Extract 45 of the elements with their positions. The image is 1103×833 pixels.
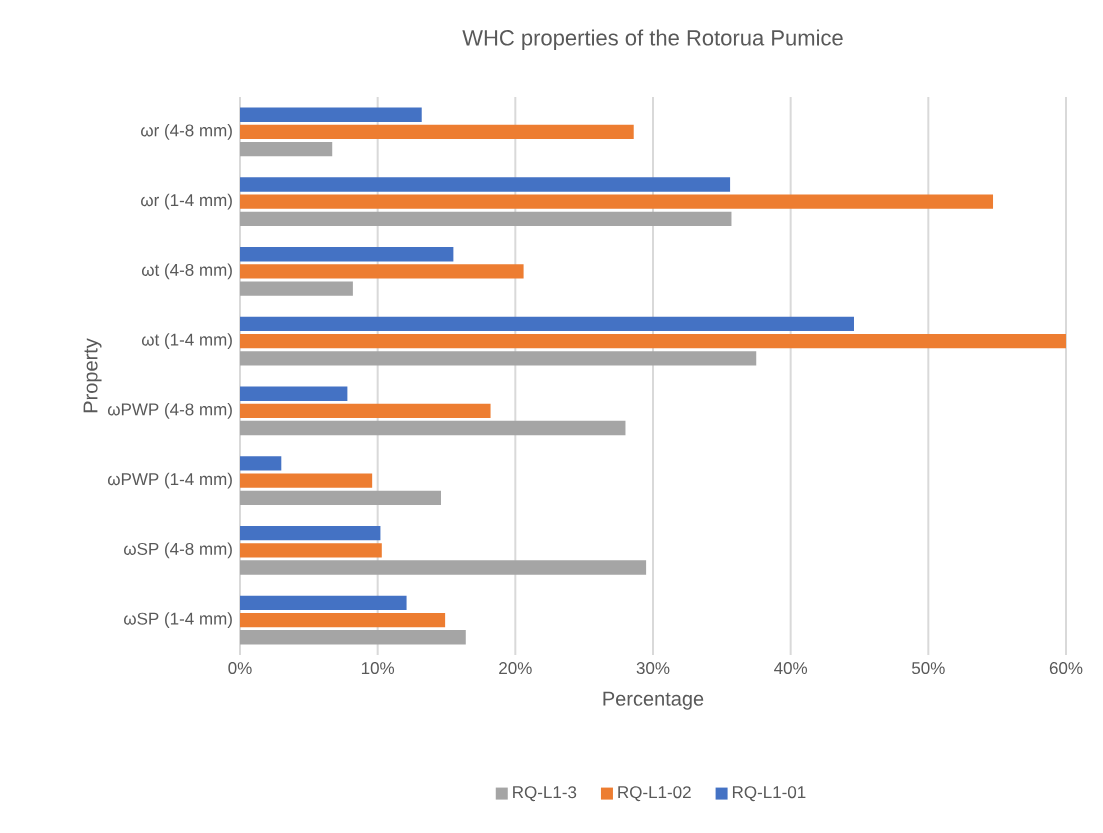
x-axis-title: Percentage — [603, 691, 704, 710]
bar — [240, 177, 731, 192]
bar — [240, 141, 333, 157]
bar — [240, 403, 491, 419]
bar — [240, 420, 626, 436]
x-tick-label: 0% — [228, 662, 252, 675]
bar — [240, 194, 994, 209]
bar — [240, 107, 422, 122]
bar — [240, 473, 373, 488]
legend-label: RQ-L1-02 — [618, 786, 691, 802]
bar — [240, 490, 441, 506]
y-tick-label: ωSP (1-4 mm) — [124, 612, 232, 629]
y-tick-label: ωt (1-4 mm) — [141, 333, 232, 350]
legend-label: RQ-L1-3 — [513, 786, 577, 802]
bar — [240, 316, 854, 332]
bar — [240, 386, 348, 401]
x-tick-label: 50% — [912, 662, 945, 675]
bar — [240, 525, 381, 541]
bar — [240, 264, 524, 279]
legend-label: RQ-L1-01 — [732, 786, 806, 802]
y-tick-label: ωPWP (1-4 mm) — [107, 472, 232, 489]
bar — [240, 456, 282, 471]
bar — [240, 612, 446, 628]
x-tick-label: 60% — [1049, 662, 1083, 675]
chart-title: WHC properties of the Rotorua Pumice — [462, 29, 843, 50]
bar — [240, 333, 1066, 349]
bar — [240, 630, 466, 645]
y-tick-label: ωSP (4-8 mm) — [124, 542, 232, 559]
bar — [240, 560, 647, 575]
bar — [240, 351, 757, 366]
x-tick-label: 30% — [636, 662, 670, 675]
y-tick-label: ωt (4-8 mm) — [141, 263, 232, 280]
y-tick-label: ωr (1-4 mm) — [141, 193, 232, 210]
x-tick-label: 40% — [774, 662, 808, 675]
bar — [240, 595, 407, 611]
x-tick-label: 20% — [499, 662, 532, 675]
y-tick-label: ωr (4-8 mm) — [141, 123, 232, 140]
y-tick-label: ωPWP (4-8 mm) — [107, 402, 232, 419]
bar — [240, 543, 382, 558]
y-axis-title: Property — [83, 338, 102, 413]
bar — [240, 211, 732, 227]
x-tick-label: 10% — [361, 662, 395, 675]
bar — [240, 124, 634, 140]
bar — [240, 246, 454, 262]
bar — [240, 281, 353, 296]
